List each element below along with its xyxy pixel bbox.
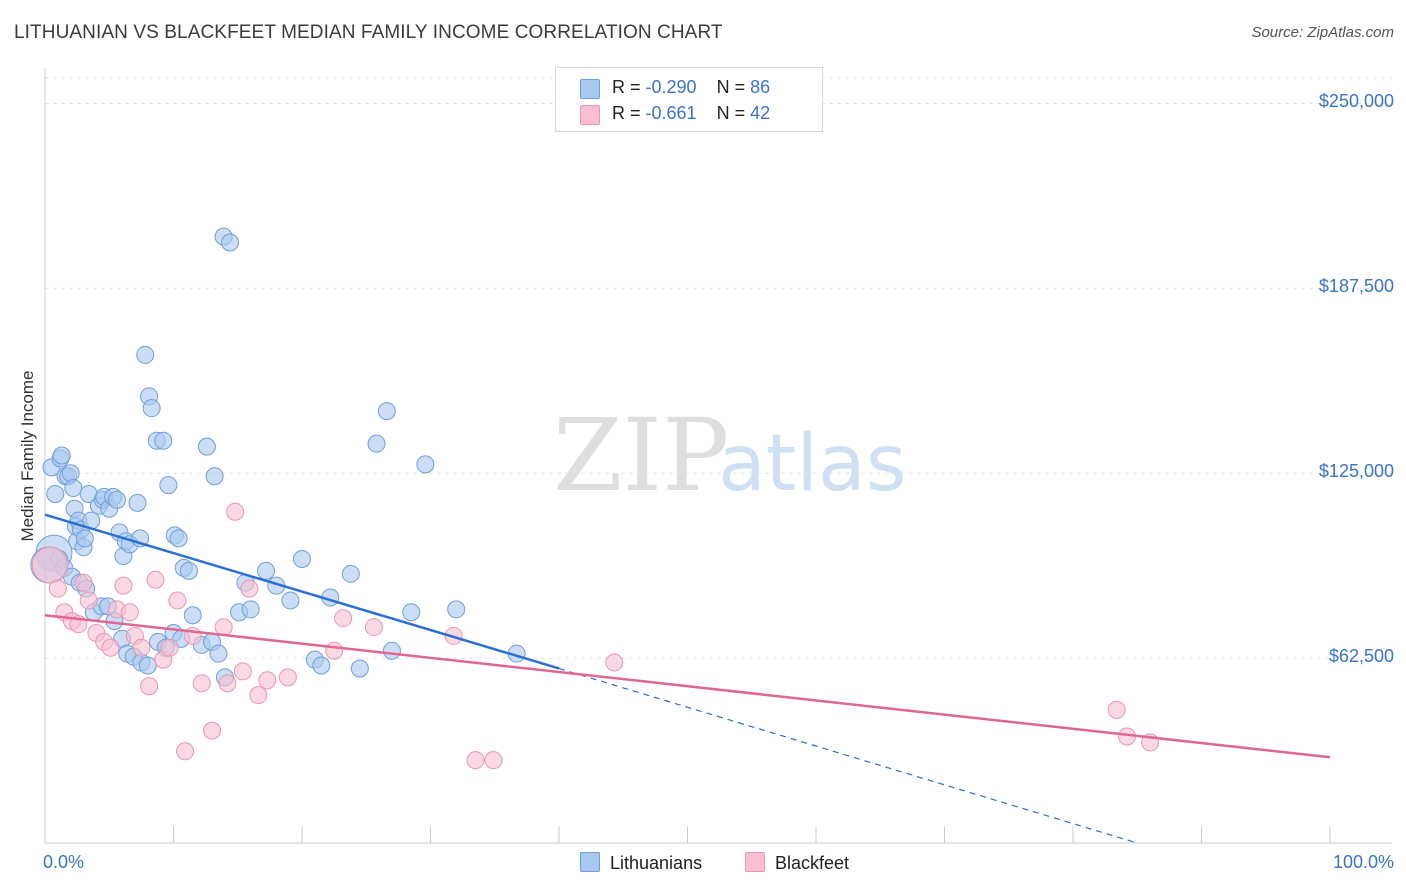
data-point-lithuanian xyxy=(52,446,71,465)
y-tick-label: $62,500 xyxy=(1328,646,1394,667)
legend-swatch-blue xyxy=(580,852,600,872)
watermark-atlas: atlas xyxy=(718,419,907,509)
data-point-blackfeet xyxy=(466,751,485,770)
data-point-lithuanian xyxy=(257,561,276,580)
data-point-lithuanian xyxy=(312,656,331,675)
y-tick-label: $250,000 xyxy=(1318,91,1394,112)
data-point-lithuanian xyxy=(293,550,311,569)
data-point-lithuanian xyxy=(447,600,466,619)
data-point-blackfeet xyxy=(101,638,120,657)
data-point-blackfeet xyxy=(218,674,237,693)
data-point-lithuanian xyxy=(221,233,240,252)
data-point-lithuanian xyxy=(241,600,260,619)
trend-line-extension-lithuanian xyxy=(558,667,1138,844)
r-label: R = xyxy=(612,103,646,123)
y-tick-label: $187,500 xyxy=(1318,276,1394,297)
data-point-blackfeet xyxy=(240,579,259,598)
data-point-blackfeet xyxy=(334,609,353,628)
data-point-blackfeet xyxy=(325,641,344,660)
data-point-lithuanian xyxy=(159,476,178,495)
data-point-blackfeet xyxy=(192,674,211,693)
data-point-lithuanian xyxy=(382,641,401,660)
legend-label: Lithuanians xyxy=(610,853,703,873)
r-value: -0.290 xyxy=(645,77,697,97)
data-point-blackfeet xyxy=(484,751,503,770)
data-point-lithuanian xyxy=(209,644,228,663)
data-point-lithuanian xyxy=(61,464,80,483)
data-point-blackfeet xyxy=(364,618,383,637)
r-label: R = xyxy=(612,77,646,97)
legend-swatch-pink xyxy=(745,852,765,872)
data-point-lithuanian xyxy=(136,345,155,364)
data-point-blackfeet xyxy=(132,638,151,657)
data-point-blackfeet xyxy=(146,570,165,589)
n-value: 42 xyxy=(750,103,771,123)
data-point-lithuanian xyxy=(142,399,161,418)
data-point-lithuanian xyxy=(205,467,224,486)
legend-item-lithuanians[interactable]: Lithuanians xyxy=(580,852,702,874)
data-point-lithuanian xyxy=(154,431,173,450)
data-point-blackfeet xyxy=(160,638,179,657)
data-point-lithuanian xyxy=(138,656,157,675)
blue-swatch xyxy=(580,79,600,99)
data-point-lithuanian xyxy=(281,591,300,610)
data-point-lithuanian xyxy=(169,529,188,548)
data-point-blackfeet xyxy=(120,603,139,622)
y-tick-label: $125,000 xyxy=(1318,461,1394,482)
data-point-blackfeet xyxy=(249,686,268,705)
data-point-lithuanian xyxy=(350,659,369,678)
n-label: N = xyxy=(716,77,751,97)
data-point-lithuanian xyxy=(197,437,216,456)
data-point-blackfeet xyxy=(278,668,297,687)
watermark-zip: ZIP xyxy=(553,397,729,514)
data-point-blackfeet xyxy=(1107,700,1126,719)
data-point-lithuanian xyxy=(341,564,360,583)
data-point-blackfeet xyxy=(48,579,67,598)
data-point-lithuanian xyxy=(46,484,65,503)
data-point-lithuanian xyxy=(416,455,435,474)
data-point-blackfeet xyxy=(31,546,69,584)
trend-line-blackfeet xyxy=(44,613,1331,759)
stats-box: R = -0.290 N = 86 R = -0.661 N = 42 xyxy=(555,67,823,132)
data-point-blackfeet xyxy=(74,573,93,592)
data-point-lithuanian xyxy=(377,402,396,421)
legend-item-blackfeet[interactable]: Blackfeet xyxy=(745,852,849,874)
data-point-lithuanian xyxy=(75,529,94,548)
data-point-blackfeet xyxy=(203,721,222,740)
data-point-blackfeet xyxy=(258,671,277,690)
data-point-blackfeet xyxy=(214,618,233,637)
data-point-lithuanian xyxy=(107,490,126,509)
data-point-blackfeet xyxy=(168,591,187,610)
data-point-lithuanian xyxy=(64,479,83,498)
data-point-blackfeet xyxy=(176,742,195,761)
source-label: Source: ZipAtlas.com xyxy=(1251,24,1394,41)
x-tick-label-min: 0.0% xyxy=(43,852,85,872)
data-point-blackfeet xyxy=(114,576,133,595)
data-point-lithuanian xyxy=(128,493,147,512)
n-value: 86 xyxy=(750,77,771,97)
legend-label: Blackfeet xyxy=(775,853,850,873)
data-point-blackfeet xyxy=(140,677,159,696)
data-point-lithuanian xyxy=(402,603,421,622)
data-point-blackfeet xyxy=(79,591,98,610)
x-tick-label-max: 100.0% xyxy=(1332,852,1394,872)
n-label: N = xyxy=(716,103,751,123)
data-point-lithuanian xyxy=(183,606,202,625)
chart-title: LITHUANIAN VS BLACKFEET MEDIAN FAMILY IN… xyxy=(14,22,723,43)
data-point-lithuanian xyxy=(179,561,198,580)
trend-line-lithuanian xyxy=(44,513,560,670)
r-value: -0.661 xyxy=(645,103,697,123)
data-point-blackfeet xyxy=(233,662,252,681)
pink-swatch xyxy=(580,105,600,125)
data-point-blackfeet xyxy=(226,502,245,521)
data-point-lithuanian xyxy=(367,434,386,453)
data-point-blackfeet xyxy=(605,653,624,672)
